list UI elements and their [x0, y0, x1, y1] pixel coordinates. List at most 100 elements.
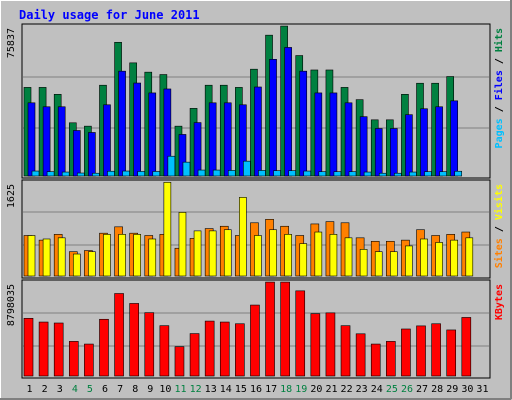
- x-tick-label-6: 6: [102, 384, 108, 395]
- bar-files-day-7: [118, 70, 126, 177]
- bar-pages-day-22: [348, 171, 357, 177]
- bar-kbytes-day-30: [461, 317, 472, 377]
- ymax-label-2: 1625: [6, 184, 17, 208]
- bar-kbytes-day-19: [295, 290, 306, 377]
- bar-pages-day-6: [107, 170, 115, 177]
- bar-kbytes-day-14: [219, 321, 230, 377]
- bar-pages-day-2: [46, 171, 55, 177]
- bar-kbytes-day-1: [23, 318, 34, 377]
- bar-visits-day-26: [405, 245, 413, 277]
- bar-kbytes-day-8: [129, 303, 139, 377]
- bar-visits-day-7: [118, 234, 126, 277]
- bar-pages-day-21: [333, 171, 342, 177]
- bar-files-day-27: [420, 108, 428, 177]
- bar-kbytes-day-9: [144, 312, 155, 377]
- x-tick-label-4: 4: [72, 384, 78, 395]
- bar-visits-day-5: [88, 251, 96, 277]
- bar-pages-day-12: [197, 169, 206, 177]
- bar-kbytes-day-4: [68, 341, 79, 377]
- x-tick-label-17: 17: [265, 384, 277, 395]
- bar-visits-day-21: [329, 234, 338, 277]
- x-tick-label-24: 24: [371, 384, 383, 395]
- bar-visits-day-20: [314, 231, 323, 277]
- bar-visits-day-4: [72, 253, 81, 277]
- bar-files-day-20: [314, 92, 323, 177]
- axis-legend-2: Sites / Visits: [493, 184, 505, 268]
- bar-files-day-11: [178, 134, 187, 177]
- bar-kbytes-day-2: [38, 321, 49, 377]
- x-tick-label-23: 23: [356, 384, 368, 395]
- x-tick-label-5: 5: [87, 384, 93, 395]
- bar-pages-day-24: [378, 172, 387, 177]
- bar-files-day-6: [103, 104, 111, 177]
- bar-pages-day-17: [273, 170, 281, 177]
- bar-files-day-24: [374, 128, 383, 177]
- x-tick-label-12: 12: [190, 384, 202, 395]
- bar-files-day-28: [435, 106, 443, 177]
- x-tick-label-30: 30: [461, 384, 473, 395]
- bar-kbytes-day-18: [280, 281, 290, 377]
- bar-kbytes-day-12: [189, 333, 200, 377]
- x-tick-label-3: 3: [57, 384, 63, 395]
- bar-files-day-21: [329, 92, 338, 177]
- bar-files-day-3: [57, 106, 66, 177]
- bar-kbytes-day-6: [99, 318, 109, 377]
- bar-kbytes-day-20: [310, 313, 321, 377]
- bar-files-day-9: [148, 92, 157, 177]
- bar-kbytes-day-21: [325, 312, 336, 377]
- axis-legend-1: Pages / Files / Hits: [493, 28, 505, 148]
- x-tick-label-20: 20: [310, 384, 322, 395]
- bar-visits-day-12: [193, 230, 202, 277]
- bar-kbytes-day-23: [355, 333, 366, 377]
- bar-visits-day-3: [57, 237, 66, 277]
- bar-pages-day-8: [137, 171, 145, 177]
- x-tick-label-31: 31: [476, 384, 488, 395]
- bar-kbytes-day-28: [431, 323, 441, 377]
- legend-item-1-3: Files: [493, 70, 505, 100]
- bar-visits-day-15: [239, 197, 247, 277]
- bar-visits-day-8: [133, 234, 141, 277]
- legend-item-2-3: Visits: [493, 184, 505, 220]
- bar-pages-day-1: [31, 170, 40, 177]
- bar-visits-day-19: [299, 243, 308, 277]
- bar-visits-day-1: [27, 235, 36, 277]
- bar-files-day-18: [284, 47, 292, 177]
- x-tick-label-9: 9: [147, 384, 153, 395]
- legend-item-1-1: Pages: [494, 118, 505, 148]
- bar-pages-day-20: [318, 171, 327, 177]
- x-tick-label-22: 22: [341, 384, 353, 395]
- bar-files-day-2: [42, 106, 51, 177]
- bar-pages-day-23: [363, 171, 372, 177]
- bar-kbytes-day-5: [84, 343, 94, 377]
- bar-files-day-17: [269, 59, 277, 177]
- bar-pages-day-5: [92, 172, 100, 177]
- ymax-label-1: 75837: [6, 28, 17, 58]
- bar-visits-day-9: [148, 238, 157, 277]
- bar-files-day-16: [254, 86, 262, 177]
- bar-kbytes-day-3: [53, 322, 64, 377]
- legend-item-1-4: /: [494, 52, 505, 70]
- bar-visits-day-29: [450, 239, 459, 277]
- bar-files-day-12: [193, 122, 202, 177]
- bar-kbytes-day-24: [370, 343, 381, 377]
- bar-pages-day-3: [61, 171, 70, 177]
- bar-files-day-22: [344, 102, 353, 177]
- x-tick-label-26: 26: [401, 384, 413, 395]
- bar-kbytes-day-26: [401, 328, 411, 377]
- bar-visits-day-28: [435, 242, 443, 277]
- x-tick-label-7: 7: [117, 384, 123, 395]
- bar-files-day-4: [72, 130, 81, 177]
- bar-pages-day-26: [409, 171, 417, 177]
- x-tick-label-10: 10: [159, 384, 171, 395]
- ymax-label-3: 8798035: [6, 284, 17, 326]
- bar-pages-day-14: [227, 170, 236, 177]
- bar-pages-day-13: [212, 169, 221, 177]
- legend-item-1-2: /: [494, 100, 505, 118]
- bar-visits-day-14: [223, 229, 232, 277]
- bar-visits-day-27: [420, 238, 428, 277]
- bar-kbytes-day-16: [250, 304, 260, 377]
- legend-item-3-1: KBytes: [494, 284, 505, 320]
- x-tick-label-27: 27: [416, 384, 428, 395]
- bar-files-day-13: [208, 102, 217, 177]
- chart-title: Daily usage for June 2011: [19, 8, 200, 22]
